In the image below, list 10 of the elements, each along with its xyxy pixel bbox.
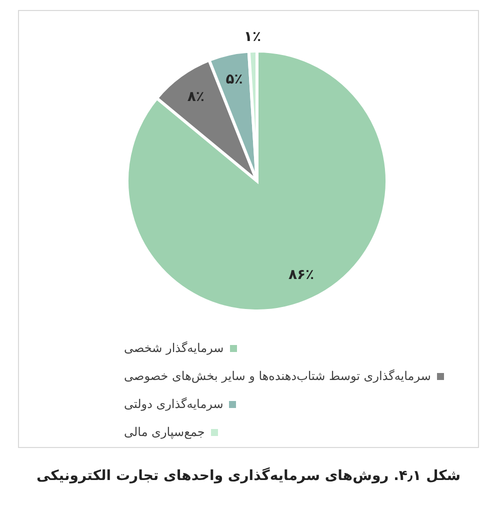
legend-label: جمع‌سپاری مالی	[124, 425, 205, 439]
data-label: ۵٪	[226, 72, 243, 88]
legend-label: سرمایه‌گذاری توسط شتاب‌دهنده‌ها و سایر بخش‌های خصوصی	[124, 369, 431, 383]
legend-label: سرمایه‌گذار شخصی	[124, 341, 224, 355]
text: شکل ۴٫۱. روش‌های سرمایه‌گذاری واحدهای تجارت الکترونیکی	[35, 468, 462, 484]
pie-slice	[126, 50, 388, 312]
data-label: ۸٪	[187, 88, 204, 105]
data-label: ۸۶٪	[288, 267, 314, 284]
data-label: ۱٪	[244, 29, 262, 46]
legend-label: سرمایه‌گذاری دولتی	[124, 397, 224, 411]
